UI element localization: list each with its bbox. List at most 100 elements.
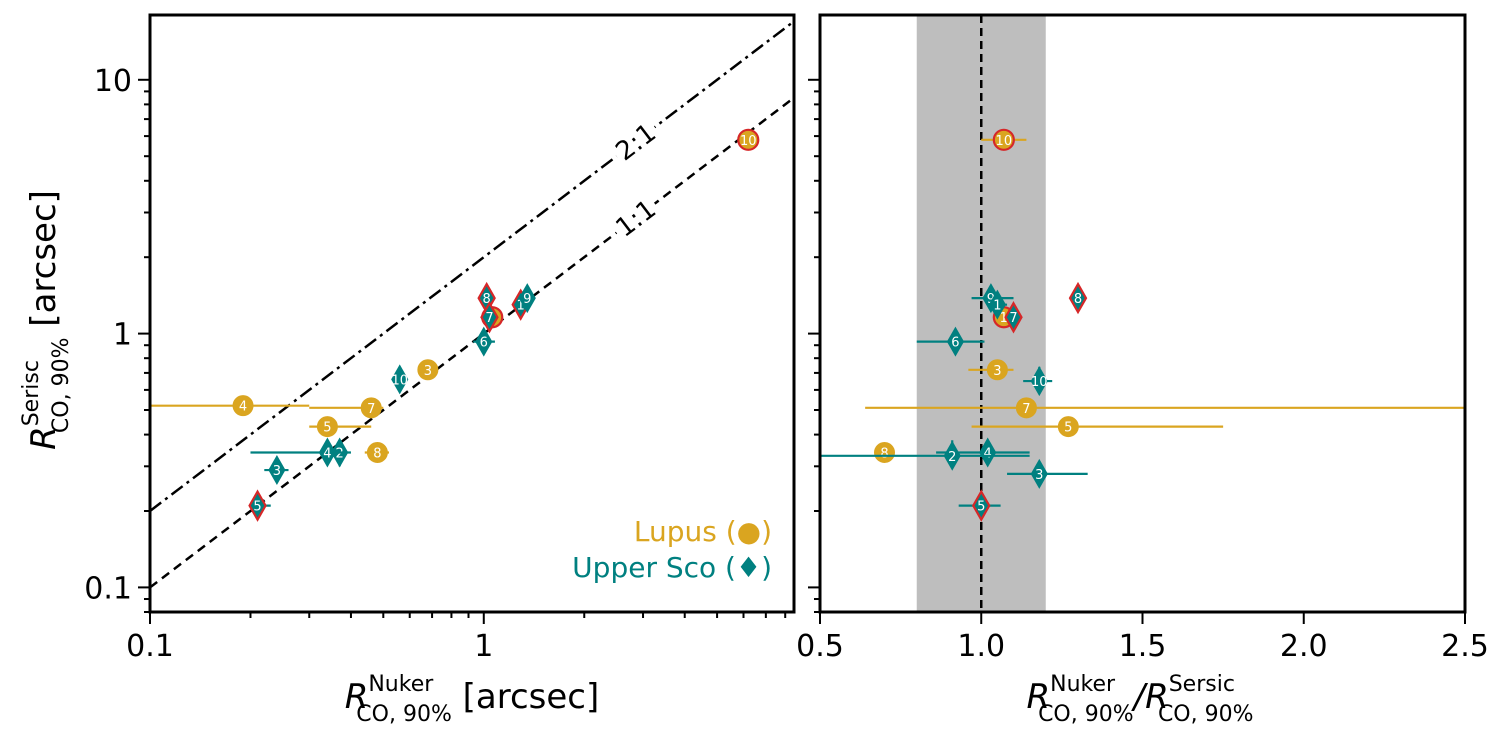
line-2:1 <box>150 20 794 512</box>
point-id-label: 5 <box>1064 421 1072 436</box>
uppersco-point-8: 8 <box>1068 281 1088 315</box>
line-label-bg <box>606 190 664 244</box>
diamond-marker <box>1030 366 1048 397</box>
uppersco-point-10: 10 <box>1023 366 1053 397</box>
diamond-marker <box>480 301 499 334</box>
point-id-label: 4 <box>984 447 992 462</box>
point-id-label: 1 <box>517 299 525 314</box>
diamond-marker <box>268 455 286 486</box>
x-tick-label: 1 <box>474 629 493 664</box>
reference-lines: 2:1 1:1 <box>150 20 794 589</box>
point-id-label: 3 <box>424 364 432 379</box>
point-id-label: 8 <box>373 447 381 462</box>
point-id-label: 7 <box>485 311 493 326</box>
point-id-label: 3 <box>993 364 1001 379</box>
point-id-label: 8 <box>483 292 491 307</box>
x-tick-label: 2.0 <box>1280 629 1328 664</box>
circle-marker <box>1015 397 1037 419</box>
point-id-label: 8 <box>880 447 888 462</box>
axes-frame <box>148 13 796 614</box>
uppersco-point-4: 4 <box>250 437 344 468</box>
uppersco-point-6: 6 <box>916 326 985 357</box>
line-label-2:1: 2:1 <box>610 118 661 167</box>
uppersco-point-6: 6 <box>473 326 495 357</box>
x-tick-label: 1.0 <box>957 629 1005 664</box>
diamond-marker <box>518 283 536 314</box>
point-id-label: 5 <box>977 500 985 515</box>
y-axis-label: RSerisc CO, 90% [arcsec] <box>19 190 74 450</box>
diamond-marker <box>1030 458 1048 489</box>
uppersco-point-1: 1 <box>987 289 1008 320</box>
uppersco-point-2: 2 <box>820 440 1030 471</box>
point-id-label: 3 <box>273 464 281 479</box>
point-id-label: 3 <box>1035 468 1043 483</box>
point-id-label: 7 <box>367 402 375 417</box>
point-id-label: 5 <box>253 500 261 515</box>
point-id-label: 4 <box>323 447 331 462</box>
diamond-marker <box>475 326 493 357</box>
diamond-marker <box>971 489 991 522</box>
uppersco-point-5: 5 <box>958 489 1001 522</box>
circle-marker <box>232 395 254 417</box>
circle-marker <box>986 359 1008 381</box>
circle-marker <box>366 442 388 464</box>
lupus-point-3: 3 <box>417 359 439 381</box>
point-id-label: 10 <box>1031 375 1048 390</box>
circle-marker <box>417 359 439 381</box>
x-tick-label: 0.1 <box>126 629 174 664</box>
legend: Lupus (●)Upper Sco (♦) <box>572 515 772 584</box>
uppersco-point-5: 5 <box>248 489 271 522</box>
point-id-label: 2 <box>336 447 344 462</box>
x-tick-label: 0.5 <box>796 629 844 664</box>
diamond-marker <box>943 440 961 471</box>
lupus-point-5: 5 <box>309 416 372 438</box>
uppersco-point-3: 3 <box>264 455 289 486</box>
point-id-label: 2 <box>948 450 956 465</box>
point-id-label: 10 <box>391 373 408 388</box>
uppersco-point-7: 7 <box>480 301 499 334</box>
diamond-marker <box>248 489 267 522</box>
lupus-point-10: 10 <box>737 128 760 151</box>
x-tick-label: 1.5 <box>1119 629 1167 664</box>
point-id-label: 9 <box>987 292 995 307</box>
legend-entry-lupus: Lupus (●) <box>634 515 772 548</box>
line-label-bg <box>606 114 664 168</box>
left-panel-nuker-vs-sersic: 2:11:134578110234568101970.11100.11Lupus… <box>19 13 796 727</box>
x-tick-label: 2.5 <box>1441 629 1489 664</box>
diamond-marker <box>988 289 1006 320</box>
y-tick-label: 1 <box>113 318 132 353</box>
point-id-label: 8 <box>1074 292 1082 307</box>
uppersco-point-7: 7 <box>1004 301 1023 334</box>
legend-entry-uppersco: Upper Sco (♦) <box>572 551 772 584</box>
point-id-label: 1 <box>993 299 1001 314</box>
circle-marker <box>737 128 760 151</box>
lupus-point-5: 5 <box>971 416 1224 438</box>
point-id-label: 7 <box>1009 311 1017 326</box>
y-tick-label: 10 <box>94 64 132 99</box>
diamond-marker <box>391 364 409 395</box>
point-id-label: 10 <box>996 134 1013 149</box>
x-axis-label: RNuker CO, 90%/RSersic CO, 90% <box>1027 672 1254 727</box>
circle-marker <box>874 442 895 464</box>
point-id-label: 1 <box>1000 311 1008 326</box>
circle-marker <box>316 416 338 438</box>
x-axis-label: RNuker CO, 90% [arcsec] <box>345 672 600 727</box>
diamond-marker <box>1068 281 1088 315</box>
diamond-marker <box>1004 301 1023 334</box>
lupus-point-8: 8 <box>874 442 895 464</box>
point-id-label: 6 <box>480 336 488 351</box>
point-id-label: 4 <box>239 400 247 415</box>
uppersco-point-9: 9 <box>518 283 536 314</box>
uppersco-point-3: 3 <box>1007 458 1088 489</box>
diamond-marker <box>979 437 997 468</box>
lupus-point-7: 7 <box>309 397 384 419</box>
lupus-point-8: 8 <box>364 442 389 464</box>
point-id-label: 9 <box>523 292 531 307</box>
circle-marker <box>360 397 382 419</box>
diamond-marker <box>318 437 336 468</box>
line-label-1:1: 1:1 <box>610 194 661 243</box>
uppersco-point-10: 10 <box>391 364 409 395</box>
